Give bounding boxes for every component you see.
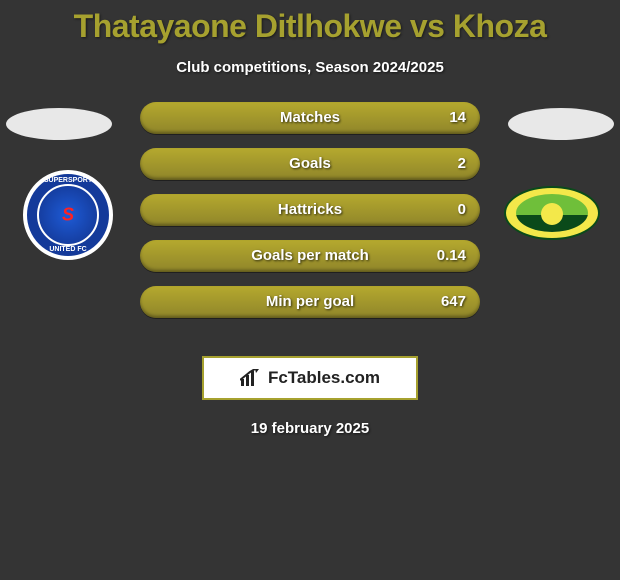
stat-label: Goals per match — [140, 240, 480, 272]
club-badge-right — [502, 170, 602, 260]
comparison-area: SUPERSPORT S UNITED FC Matches 14 Goals … — [0, 110, 620, 340]
stat-row-goals-per-match: Goals per match 0.14 — [140, 240, 480, 272]
stat-row-hattricks: Hattricks 0 — [140, 194, 480, 226]
brand-link[interactable]: FcTables.com — [202, 356, 418, 400]
stat-row-matches: Matches 14 — [140, 102, 480, 134]
footer-date: 19 february 2025 — [0, 420, 620, 437]
stat-label: Matches — [140, 102, 480, 134]
bar-chart-icon — [240, 369, 262, 387]
stat-value: 0.14 — [437, 240, 466, 272]
stat-row-goals: Goals 2 — [140, 148, 480, 180]
stat-label: Goals — [140, 148, 480, 180]
page-subtitle: Club competitions, Season 2024/2025 — [0, 59, 620, 76]
supersport-badge: SUPERSPORT S UNITED FC — [23, 170, 113, 260]
stat-value: 647 — [441, 286, 466, 318]
stat-value: 0 — [458, 194, 466, 226]
brand-text: FcTables.com — [268, 368, 380, 388]
stat-bars: Matches 14 Goals 2 Hattricks 0 Goals per… — [140, 102, 480, 332]
player-left-silhouette — [6, 108, 112, 140]
stat-label: Min per goal — [140, 286, 480, 318]
sundowns-badge — [504, 186, 600, 240]
page-title: Thatayaone Ditlhokwe vs Khoza — [0, 0, 620, 45]
stat-value: 2 — [458, 148, 466, 180]
stat-row-min-per-goal: Min per goal 647 — [140, 286, 480, 318]
stat-label: Hattricks — [140, 194, 480, 226]
club-badge-left: SUPERSPORT S UNITED FC — [18, 170, 118, 260]
player-right-silhouette — [508, 108, 614, 140]
stat-value: 14 — [449, 102, 466, 134]
